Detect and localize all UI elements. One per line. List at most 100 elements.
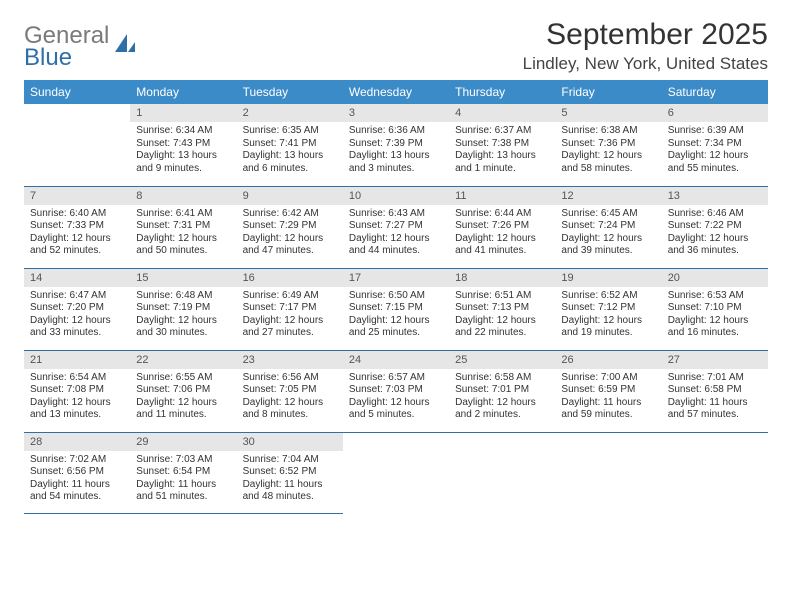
sunset-line: Sunset: 7:12 PM <box>561 302 655 315</box>
daylight-line: Daylight: 12 hours and 16 minutes. <box>668 315 762 340</box>
day-body: Sunrise: 6:49 AMSunset: 7:17 PMDaylight:… <box>237 287 343 344</box>
daylight-line: Daylight: 12 hours and 39 minutes. <box>561 233 655 258</box>
title-block: September 2025 Lindley, New York, United… <box>523 18 768 74</box>
sunrise-line: Sunrise: 7:02 AM <box>30 454 124 467</box>
calendar-cell: 2Sunrise: 6:35 AMSunset: 7:41 PMDaylight… <box>237 104 343 186</box>
calendar-cell: 13Sunrise: 6:46 AMSunset: 7:22 PMDayligh… <box>662 186 768 268</box>
sunset-line: Sunset: 7:05 PM <box>243 384 337 397</box>
day-body: Sunrise: 6:39 AMSunset: 7:34 PMDaylight:… <box>662 122 768 179</box>
daylight-line: Daylight: 12 hours and 5 minutes. <box>349 397 443 422</box>
calendar-week-row: 1Sunrise: 6:34 AMSunset: 7:43 PMDaylight… <box>24 104 768 186</box>
daylight-line: Daylight: 12 hours and 44 minutes. <box>349 233 443 258</box>
calendar-cell: 4Sunrise: 6:37 AMSunset: 7:38 PMDaylight… <box>449 104 555 186</box>
day-number: 17 <box>343 269 449 287</box>
sunrise-line: Sunrise: 6:55 AM <box>136 372 230 385</box>
day-number: 29 <box>130 433 236 451</box>
sunset-line: Sunset: 6:54 PM <box>136 466 230 479</box>
daylight-line: Daylight: 12 hours and 19 minutes. <box>561 315 655 340</box>
calendar-cell: 27Sunrise: 7:01 AMSunset: 6:58 PMDayligh… <box>662 350 768 432</box>
sunset-line: Sunset: 7:33 PM <box>30 220 124 233</box>
day-number: 6 <box>662 104 768 122</box>
sunrise-line: Sunrise: 7:01 AM <box>668 372 762 385</box>
day-body: Sunrise: 6:37 AMSunset: 7:38 PMDaylight:… <box>449 122 555 179</box>
calendar-cell: 16Sunrise: 6:49 AMSunset: 7:17 PMDayligh… <box>237 268 343 350</box>
sunset-line: Sunset: 7:10 PM <box>668 302 762 315</box>
day-number: 19 <box>555 269 661 287</box>
sunset-line: Sunset: 7:24 PM <box>561 220 655 233</box>
weekday-header: Sunday <box>24 80 130 104</box>
sunset-line: Sunset: 7:34 PM <box>668 138 762 151</box>
day-number: 18 <box>449 269 555 287</box>
day-body: Sunrise: 6:40 AMSunset: 7:33 PMDaylight:… <box>24 205 130 262</box>
calendar-cell: 30Sunrise: 7:04 AMSunset: 6:52 PMDayligh… <box>237 432 343 513</box>
logo-word2: Blue <box>24 46 109 70</box>
sunset-line: Sunset: 6:52 PM <box>243 466 337 479</box>
calendar-cell: 6Sunrise: 6:39 AMSunset: 7:34 PMDaylight… <box>662 104 768 186</box>
sunset-line: Sunset: 7:06 PM <box>136 384 230 397</box>
daylight-line: Daylight: 12 hours and 2 minutes. <box>455 397 549 422</box>
day-number: 30 <box>237 433 343 451</box>
day-number: 24 <box>343 351 449 369</box>
calendar-week-row: 14Sunrise: 6:47 AMSunset: 7:20 PMDayligh… <box>24 268 768 350</box>
sunrise-line: Sunrise: 6:38 AM <box>561 125 655 138</box>
day-body: Sunrise: 6:34 AMSunset: 7:43 PMDaylight:… <box>130 122 236 179</box>
weekday-header: Friday <box>555 80 661 104</box>
weekday-header: Monday <box>130 80 236 104</box>
sunrise-line: Sunrise: 6:50 AM <box>349 290 443 303</box>
sunset-line: Sunset: 7:27 PM <box>349 220 443 233</box>
sunrise-line: Sunrise: 6:39 AM <box>668 125 762 138</box>
sunrise-line: Sunrise: 6:56 AM <box>243 372 337 385</box>
sunset-line: Sunset: 7:15 PM <box>349 302 443 315</box>
daylight-line: Daylight: 11 hours and 59 minutes. <box>561 397 655 422</box>
day-number: 9 <box>237 187 343 205</box>
calendar-cell: 21Sunrise: 6:54 AMSunset: 7:08 PMDayligh… <box>24 350 130 432</box>
day-number: 13 <box>662 187 768 205</box>
day-number: 4 <box>449 104 555 122</box>
daylight-line: Daylight: 12 hours and 50 minutes. <box>136 233 230 258</box>
day-body: Sunrise: 6:45 AMSunset: 7:24 PMDaylight:… <box>555 205 661 262</box>
logo: General Blue <box>24 18 137 70</box>
calendar-cell: 5Sunrise: 6:38 AMSunset: 7:36 PMDaylight… <box>555 104 661 186</box>
weekday-header: Saturday <box>662 80 768 104</box>
calendar-cell: 12Sunrise: 6:45 AMSunset: 7:24 PMDayligh… <box>555 186 661 268</box>
daylight-line: Daylight: 12 hours and 58 minutes. <box>561 150 655 175</box>
day-body: Sunrise: 6:55 AMSunset: 7:06 PMDaylight:… <box>130 369 236 426</box>
sunset-line: Sunset: 7:08 PM <box>30 384 124 397</box>
sunrise-line: Sunrise: 6:45 AM <box>561 208 655 221</box>
daylight-line: Daylight: 13 hours and 6 minutes. <box>243 150 337 175</box>
day-number: 22 <box>130 351 236 369</box>
sunrise-line: Sunrise: 6:44 AM <box>455 208 549 221</box>
sunset-line: Sunset: 7:31 PM <box>136 220 230 233</box>
calendar-cell: 22Sunrise: 6:55 AMSunset: 7:06 PMDayligh… <box>130 350 236 432</box>
daylight-line: Daylight: 12 hours and 22 minutes. <box>455 315 549 340</box>
sunrise-line: Sunrise: 6:49 AM <box>243 290 337 303</box>
calendar-week-row: 21Sunrise: 6:54 AMSunset: 7:08 PMDayligh… <box>24 350 768 432</box>
day-body: Sunrise: 6:48 AMSunset: 7:19 PMDaylight:… <box>130 287 236 344</box>
sunset-line: Sunset: 7:13 PM <box>455 302 549 315</box>
sunrise-line: Sunrise: 6:43 AM <box>349 208 443 221</box>
daylight-line: Daylight: 12 hours and 55 minutes. <box>668 150 762 175</box>
calendar-cell: 17Sunrise: 6:50 AMSunset: 7:15 PMDayligh… <box>343 268 449 350</box>
calendar-cell: 10 Sunrise: 6:43 AMSunset: 7:27 PMDayligh… <box>343 186 449 268</box>
sunrise-line: Sunrise: 6:37 AM <box>455 125 549 138</box>
daylight-line: Daylight: 13 hours and 3 minutes. <box>349 150 443 175</box>
day-body: Sunrise: 6:58 AMSunset: 7:01 PMDaylight:… <box>449 369 555 426</box>
day-body: Sunrise: 6:54 AMSunset: 7:08 PMDaylight:… <box>24 369 130 426</box>
location: Lindley, New York, United States <box>523 54 768 74</box>
day-number: 27 <box>662 351 768 369</box>
calendar-body: 1Sunrise: 6:34 AMSunset: 7:43 PMDaylight… <box>24 104 768 513</box>
calendar-cell: 26Sunrise: 7:00 AMSunset: 6:59 PMDayligh… <box>555 350 661 432</box>
day-number: 28 <box>24 433 130 451</box>
calendar-cell: 3Sunrise: 6:36 AMSunset: 7:39 PMDaylight… <box>343 104 449 186</box>
day-body: Sunrise: 6:41 AMSunset: 7:31 PMDaylight:… <box>130 205 236 262</box>
day-number: 16 <box>237 269 343 287</box>
header: General Blue September 2025 Lindley, New… <box>24 18 768 74</box>
day-body: Sunrise: 6:38 AMSunset: 7:36 PMDaylight:… <box>555 122 661 179</box>
day-number: 2 <box>237 104 343 122</box>
day-number: 10 <box>343 187 449 205</box>
sunset-line: Sunset: 6:56 PM <box>30 466 124 479</box>
calendar-cell: 20Sunrise: 6:53 AMSunset: 7:10 PMDayligh… <box>662 268 768 350</box>
day-number: 25 <box>449 351 555 369</box>
sunset-line: Sunset: 7:38 PM <box>455 138 549 151</box>
calendar-cell: 8Sunrise: 6:41 AMSunset: 7:31 PMDaylight… <box>130 186 236 268</box>
